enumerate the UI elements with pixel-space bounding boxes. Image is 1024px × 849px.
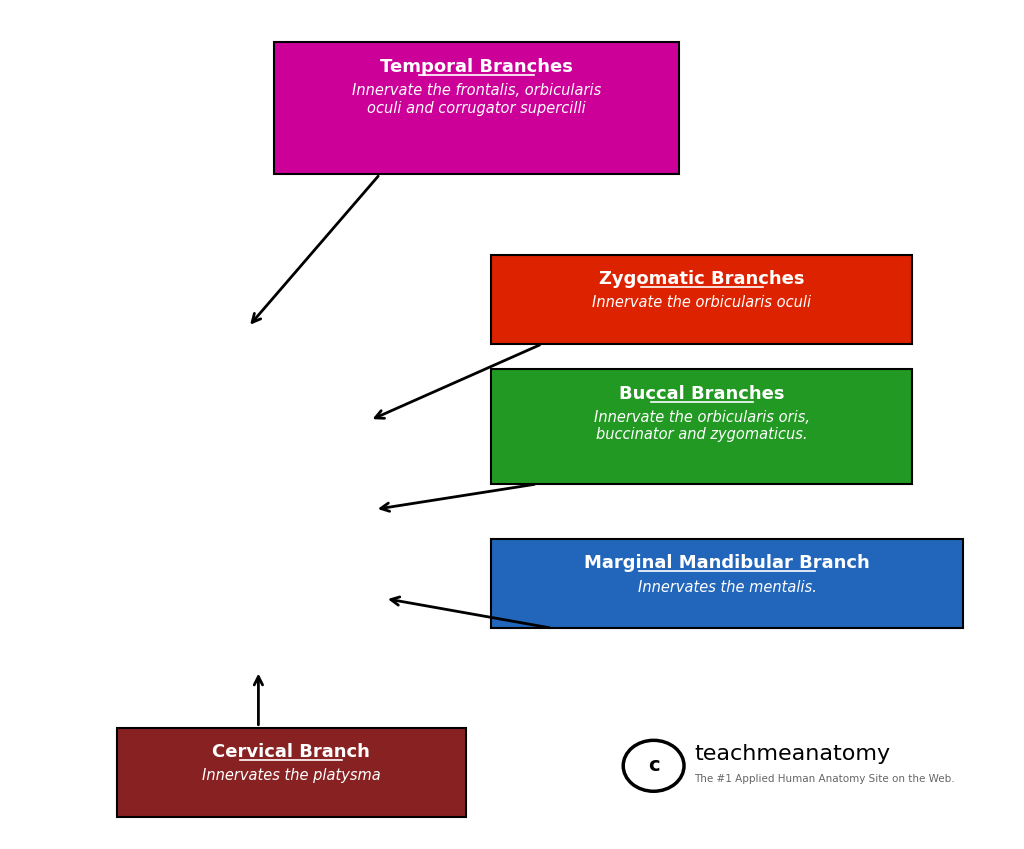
Text: Innervate the orbicularis oris,
buccinator and zygomaticus.: Innervate the orbicularis oris, buccinat… [594,410,810,442]
FancyBboxPatch shape [492,539,963,628]
Text: Innervates the mentalis.: Innervates the mentalis. [638,580,816,595]
Text: Innervates the platysma: Innervates the platysma [202,768,381,784]
Text: Innervate the orbicularis oculi: Innervate the orbicularis oculi [592,295,811,311]
Text: c: c [648,756,659,775]
FancyBboxPatch shape [492,369,912,484]
Text: The #1 Applied Human Anatomy Site on the Web.: The #1 Applied Human Anatomy Site on the… [694,774,954,784]
Text: Innervate the frontalis, orbicularis
oculi and corrugator supercilli: Innervate the frontalis, orbicularis ocu… [351,83,601,115]
Text: Temporal Branches: Temporal Branches [380,58,572,76]
Text: Zygomatic Branches: Zygomatic Branches [599,270,805,288]
FancyBboxPatch shape [273,42,679,174]
Text: Buccal Branches: Buccal Branches [618,385,784,402]
FancyBboxPatch shape [492,255,912,344]
FancyBboxPatch shape [117,728,466,817]
Text: Marginal Mandibular Branch: Marginal Mandibular Branch [585,554,870,572]
Text: Cervical Branch: Cervical Branch [212,743,371,761]
Text: teachmeanatomy: teachmeanatomy [694,744,890,764]
